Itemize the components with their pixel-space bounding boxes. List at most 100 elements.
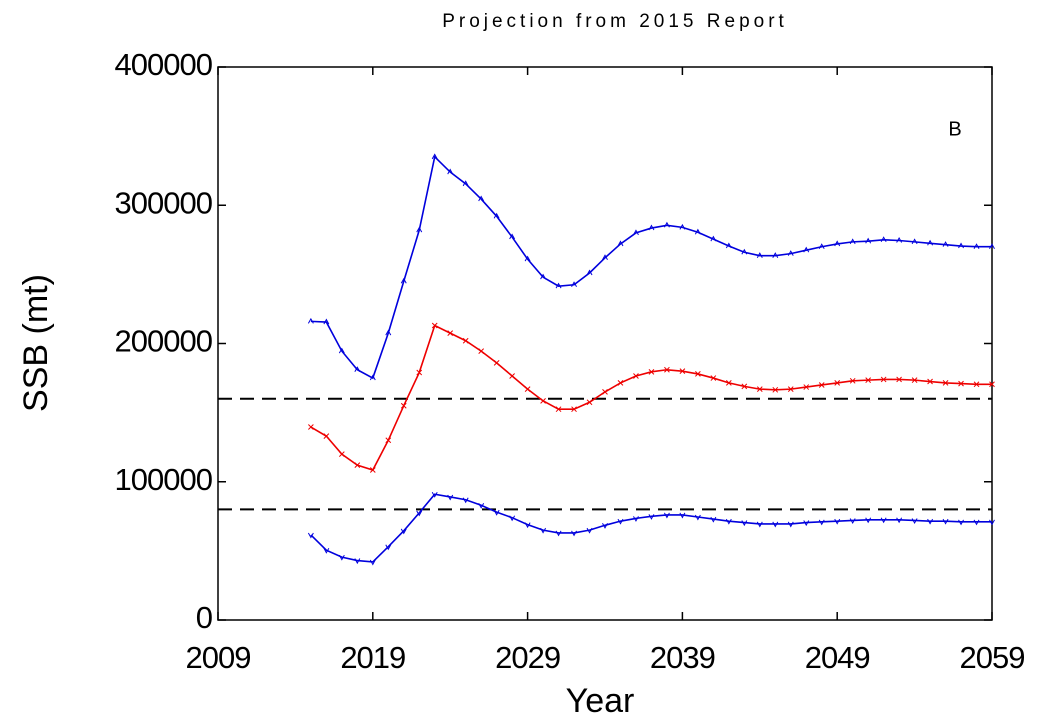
- point-marker: [663, 512, 670, 519]
- y-tick-label: 400000: [115, 47, 213, 82]
- point-marker: [834, 518, 841, 525]
- point-marker: [633, 229, 639, 236]
- point-marker: [896, 236, 903, 243]
- point-marker: [462, 180, 469, 187]
- point-marker: [958, 380, 964, 387]
- point-marker: [524, 522, 531, 529]
- point-marker: [865, 237, 872, 244]
- point-marker: [772, 386, 779, 393]
- point-marker: [478, 503, 485, 509]
- point-marker: [756, 252, 763, 258]
- point-marker: [973, 381, 980, 388]
- point-marker: [633, 373, 639, 379]
- point-marker: [756, 386, 763, 392]
- point-marker: [648, 368, 655, 375]
- point-marker: [865, 377, 872, 383]
- point-marker: [369, 467, 376, 473]
- point-marker: [540, 273, 547, 280]
- point-marker: [896, 517, 903, 524]
- point-marker: [865, 517, 872, 524]
- point-marker: [958, 242, 964, 249]
- point-marker: [338, 554, 345, 561]
- point-marker: [509, 515, 516, 522]
- point-marker: [602, 523, 608, 529]
- point-marker: [571, 530, 577, 537]
- point-marker: [663, 221, 670, 228]
- point-marker: [493, 509, 500, 516]
- point-marker: [880, 517, 887, 524]
- point-marker: [447, 494, 454, 501]
- point-marker: [710, 375, 717, 381]
- point-marker: [571, 281, 577, 287]
- series-line: [310, 493, 992, 563]
- point-marker: [571, 406, 577, 413]
- panel-label: B: [948, 118, 961, 140]
- point-marker: [989, 243, 995, 249]
- point-marker: [803, 520, 810, 527]
- point-marker: [818, 243, 825, 249]
- point-marker: [524, 386, 531, 392]
- point-marker: [772, 252, 779, 258]
- point-marker: [756, 521, 763, 528]
- y-tick-label: 200000: [115, 324, 213, 359]
- point-marker: [400, 402, 407, 409]
- point-marker: [586, 269, 593, 276]
- point-marker: [354, 366, 361, 373]
- point-marker: [679, 223, 686, 230]
- point-marker: [338, 451, 345, 457]
- point-marker: [725, 380, 732, 386]
- x-tick-label: 2019: [340, 640, 405, 675]
- point-marker: [540, 398, 546, 404]
- chart-title: Projection from 2015 Report: [442, 11, 788, 32]
- point-marker: [354, 558, 361, 565]
- point-marker: [369, 559, 376, 566]
- point-marker: [927, 378, 933, 385]
- point-marker: [694, 228, 701, 235]
- point-marker: [849, 377, 856, 384]
- point-marker: [323, 433, 330, 439]
- point-marker: [617, 518, 624, 525]
- point-marker: [989, 519, 995, 526]
- series-line: [310, 155, 992, 380]
- point-marker: [323, 318, 330, 325]
- y-tick-label: 100000: [115, 462, 213, 497]
- point-marker: [741, 520, 748, 527]
- point-marker: [787, 386, 794, 392]
- point-marker: [927, 518, 934, 525]
- point-marker: [478, 195, 485, 202]
- point-marker: [385, 544, 392, 551]
- point-marker: [493, 360, 500, 366]
- point-marker: [787, 250, 794, 256]
- point-marker: [308, 424, 314, 430]
- point-marker: [633, 516, 639, 522]
- point-marker: [880, 236, 887, 243]
- point-marker: [555, 282, 562, 289]
- point-marker: [416, 369, 423, 376]
- point-marker: [818, 382, 825, 388]
- point-marker: [725, 242, 732, 249]
- point-marker: [648, 224, 655, 231]
- point-marker: [431, 153, 438, 160]
- point-marker: [354, 462, 361, 469]
- point-marker: [849, 238, 856, 245]
- point-marker: [772, 521, 779, 528]
- point-marker: [586, 399, 593, 406]
- y-axis-label: SSB (mt): [17, 274, 55, 412]
- point-marker: [462, 337, 469, 344]
- point-marker: [679, 512, 686, 519]
- point-marker: [911, 238, 918, 245]
- point-marker: [973, 519, 980, 526]
- point-marker: [400, 277, 407, 284]
- point-marker: [648, 514, 655, 520]
- point-marker: [989, 381, 995, 388]
- x-axis-label: Year: [566, 682, 635, 720]
- point-marker: [524, 255, 531, 262]
- point-marker: [942, 518, 949, 525]
- y-tick-label: 300000: [115, 185, 213, 220]
- point-marker: [447, 330, 454, 336]
- point-marker: [679, 368, 686, 375]
- point-marker: [416, 226, 423, 233]
- point-marker: [911, 377, 918, 383]
- point-marker: [540, 527, 547, 534]
